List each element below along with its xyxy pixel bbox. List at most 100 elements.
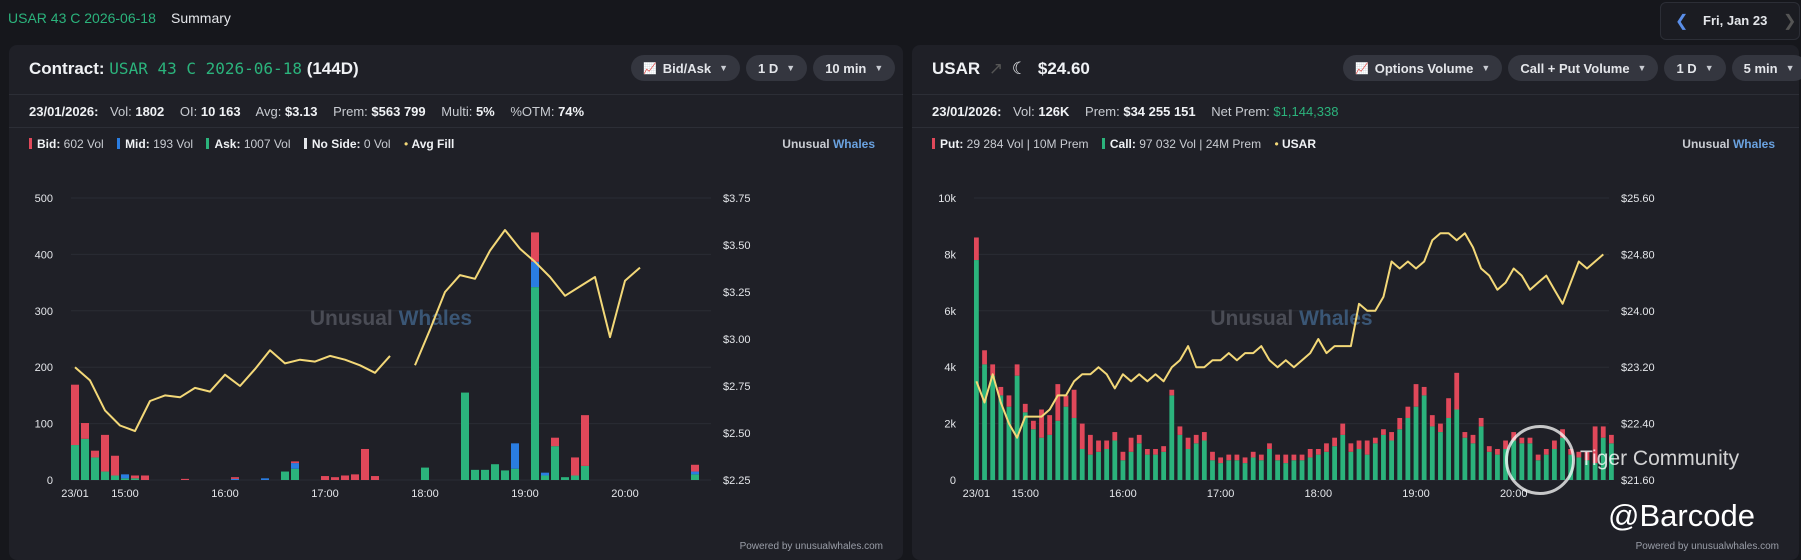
bar-put	[1161, 446, 1167, 452]
bar-put	[1429, 415, 1435, 427]
timeframe-dropdown[interactable]: 1 D ▼	[746, 55, 808, 81]
bar-ask	[481, 469, 489, 480]
ticker-price: $24.60	[1037, 59, 1090, 78]
moon-icon: ☾	[1011, 59, 1028, 78]
bar-put	[1503, 440, 1508, 449]
interval-dropdown[interactable]: 10 min ▼	[813, 55, 896, 81]
x-tick-label: 19:00	[1402, 488, 1430, 500]
bar-put	[1381, 429, 1386, 435]
bar-call	[1478, 426, 1484, 480]
timeframe-dropdown[interactable]: 1 D ▼	[1664, 55, 1726, 81]
bar-put	[1275, 454, 1281, 461]
arrow-up-right-icon: ↗	[988, 59, 1004, 78]
underlying-chart[interactable]: 0 2k 4k 6k 8k 10k $21.60 $22.40 $23.20 $24.00 $24.…	[912, 140, 1799, 560]
bar-ask	[531, 287, 539, 480]
bar-call	[1486, 451, 1492, 480]
bar-call	[1275, 460, 1281, 480]
title-days: (144D)	[306, 59, 359, 78]
bar-put	[1576, 451, 1582, 458]
title-prefix: Contract:	[29, 59, 105, 78]
bar-put	[1454, 372, 1460, 410]
legend-put[interactable]: Put: 29 284 Vol | 10M Prem	[932, 137, 1089, 151]
title-contract[interactable]: USAR 43 C 2026-06-18	[109, 59, 302, 78]
bar-put	[1063, 395, 1069, 407]
interval-dropdown[interactable]: 5 min ▼	[1731, 55, 1801, 81]
legend-mid[interactable]: Mid: 193 Vol	[117, 137, 193, 151]
chevron-right-icon[interactable]: ❯	[1783, 13, 1797, 30]
divider	[912, 94, 1799, 95]
y2-tick-label: $24.80	[1621, 249, 1655, 261]
brand-unusual: Unusual	[782, 137, 830, 151]
bar-put	[974, 237, 979, 261]
bar-call	[1389, 440, 1394, 480]
left-controls: 📈 Bid/Ask ▼ 1 D ▼ 10 min ▼	[631, 55, 896, 81]
bar-call	[1446, 417, 1451, 480]
bar-ask	[471, 469, 479, 480]
bar-put	[1340, 423, 1346, 435]
legend-ask-value: 1007 Vol	[243, 137, 291, 151]
top-bar: USAR 43 C 2026-06-18 Summary ❮ Fri, Jan …	[0, 0, 1801, 40]
legend-usar[interactable]: • USAR	[1274, 137, 1316, 151]
bid-ask-dropdown[interactable]: 📈 Bid/Ask ▼	[631, 55, 741, 81]
legend-call-value: 97 032 Vol | 24M Prem	[1139, 137, 1262, 151]
bar-call	[1104, 448, 1110, 480]
legend-ask[interactable]: Ask: 1007 Vol	[206, 137, 291, 151]
legend-avgfill[interactable]: • Avg Fill	[404, 137, 454, 151]
bar-call	[1495, 454, 1500, 480]
y2-tick-label: $3.50	[723, 240, 751, 252]
call-put-dropdown[interactable]: Call + Put Volume ▼	[1508, 55, 1659, 81]
net-prem-value: $1,144,338	[1273, 104, 1339, 119]
bar-bid	[691, 464, 699, 472]
x-tick-label: 20:00	[611, 488, 639, 500]
powered-by[interactable]: Powered by unusualwhales.com	[739, 541, 883, 552]
ticker[interactable]: USAR	[932, 59, 981, 78]
bar-call	[1438, 432, 1443, 480]
y2-tick-label: $2.75	[723, 381, 751, 393]
chevron-left-icon[interactable]: ❮	[1675, 13, 1689, 30]
bar-call	[1177, 434, 1183, 480]
y2-tick-label: $3.25	[723, 287, 751, 299]
bar-ask	[511, 468, 519, 480]
bar-mid	[691, 471, 699, 475]
x-tick-label: 23/01	[963, 488, 991, 500]
avgfill-dot: •	[403, 137, 409, 151]
bar-mid	[231, 478, 239, 480]
options-volume-dropdown[interactable]: 📈 Options Volume ▼	[1343, 55, 1503, 81]
legend-mid-label: Mid:	[125, 137, 150, 151]
legend-call[interactable]: Call: 97 032 Vol | 24M Prem	[1101, 137, 1262, 151]
powered-by[interactable]: Powered by unusualwhales.com	[1635, 541, 1779, 552]
legend-bid[interactable]: Bid: 602 Vol	[29, 137, 104, 151]
bar-call	[1201, 440, 1207, 480]
bar-call	[1429, 426, 1435, 480]
stats-date: 23/01/2026:	[29, 104, 99, 119]
bar-call	[1112, 440, 1118, 480]
chart-watermark: Unusual Whales	[310, 307, 472, 330]
multi-label: Multi:	[441, 104, 473, 119]
bar-put	[1405, 406, 1411, 418]
topbar-contract-link[interactable]: USAR 43 C 2026-06-18	[8, 10, 156, 26]
bar-put	[1438, 423, 1443, 433]
bar-bid	[101, 434, 109, 472]
x-tick-label: 17:00	[311, 488, 339, 500]
y2-tick-label: $21.60	[1621, 475, 1655, 487]
topbar-summary-link[interactable]: Summary	[171, 10, 231, 26]
bar-ask	[121, 478, 129, 480]
barcode-watermark: @Barcode	[1608, 498, 1755, 533]
legend-noside[interactable]: No Side: 0 Vol	[303, 137, 391, 151]
contract-chart[interactable]: 0 100 200 300 400 500 $2.25 $2.50 $2.75 $3.00 $3.2…	[9, 140, 903, 560]
bar-call	[1047, 434, 1053, 480]
bar-put	[1421, 386, 1427, 396]
bar-put	[1307, 448, 1313, 458]
bar-put	[1030, 420, 1036, 430]
bar-bid	[551, 437, 559, 447]
y-tick-label: 0	[47, 475, 53, 487]
bar-call	[1454, 409, 1460, 480]
bar-mid	[531, 261, 539, 288]
bar-ask	[561, 477, 569, 480]
bar-call	[1340, 434, 1346, 480]
current-date[interactable]: Fri, Jan 23	[1703, 13, 1768, 28]
legend-bid-value: 602 Vol	[63, 137, 104, 151]
bar-put	[1470, 434, 1476, 444]
bar-put	[1258, 454, 1264, 461]
x-tick-label: 18:00	[411, 488, 439, 500]
